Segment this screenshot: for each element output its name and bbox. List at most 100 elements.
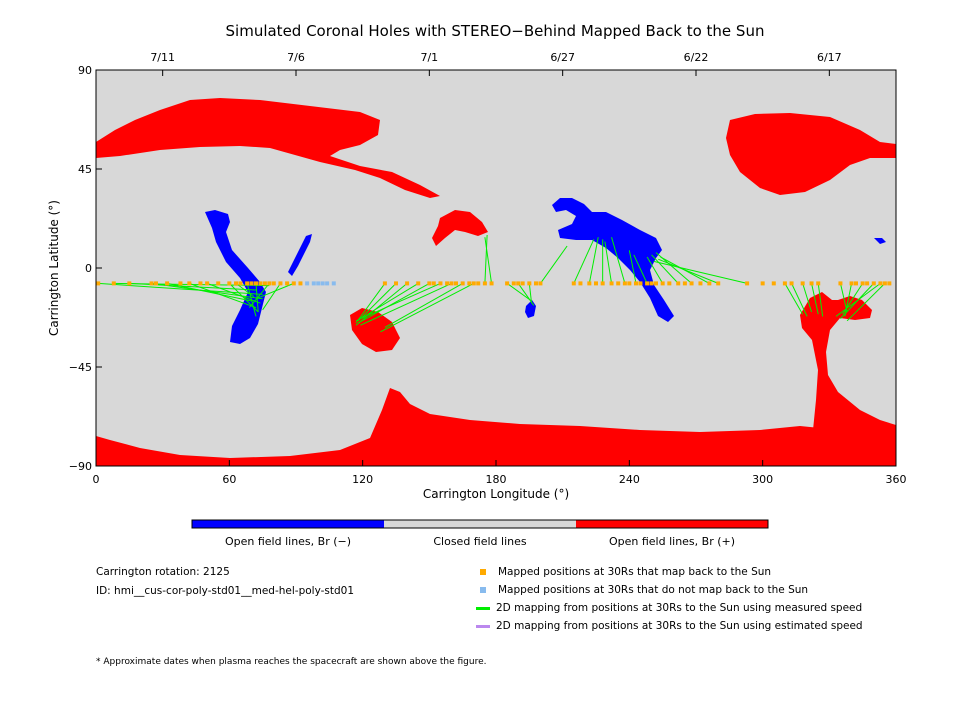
mapping-line (588, 237, 599, 284)
mapped-point (516, 281, 521, 286)
mapping-line (658, 258, 719, 284)
mapped-point (649, 281, 654, 286)
mapped-point (431, 281, 436, 286)
mapping-line (646, 256, 664, 284)
legend-estimated-label: 2D mapping from positions at 30Rs to the… (496, 620, 863, 632)
carrington-rotation-text: Carrington rotation: 2125 (96, 566, 230, 578)
mapped-point (854, 281, 858, 286)
negative-hole-east-small (874, 238, 886, 244)
mapped-point (667, 281, 672, 286)
mapping-line (835, 282, 881, 317)
colorbar-label-negative: Open field lines, Br (−) (225, 535, 351, 548)
mapped-point (245, 281, 250, 286)
unmapped-point (320, 281, 325, 286)
north-polar-hole-positive (96, 98, 440, 198)
legend-measured: 2D mapping from positions at 30Rs to the… (476, 602, 862, 614)
mapping-line (384, 282, 463, 328)
mapping-line (628, 250, 637, 284)
colorbar-label-closed: Closed field lines (433, 535, 527, 548)
colorbar-label-positive: Open field lines, Br (+) (609, 535, 735, 548)
mapping-line (573, 239, 595, 284)
mapped-point (471, 281, 476, 286)
y-tick-labels: 90 45 0 −45 −90 (69, 64, 92, 473)
top-date-label: 7/1 (420, 51, 438, 64)
legend-estimated: 2D mapping from positions at 30Rs to the… (476, 620, 863, 632)
mapped-point (707, 281, 712, 286)
mapped-point (149, 281, 154, 286)
legend-mapped: Mapped positions at 30Rs that map back t… (480, 566, 771, 578)
mapping-line (248, 283, 270, 308)
mapped-point (645, 281, 650, 286)
top-date-label: 7/11 (150, 51, 175, 64)
mapped-point (878, 281, 883, 286)
mapped-point (634, 281, 638, 286)
mapping-line (484, 234, 488, 284)
mapped-point (809, 281, 814, 286)
legend-unmapped: Mapped positions at 30Rs that do not map… (480, 584, 808, 596)
footnote: * Approximate dates when plasma reaches … (96, 657, 487, 667)
mapped-point (382, 281, 387, 286)
unmapped-point (316, 281, 321, 286)
negative-hole-central-large (552, 198, 674, 322)
mapping-line (262, 283, 281, 311)
measured-swatch (476, 606, 490, 610)
mapped-point (249, 281, 254, 286)
mapped-point (476, 281, 481, 286)
y-tick-label: 45 (78, 163, 92, 176)
mapping-line (540, 245, 568, 284)
mapped-point (271, 281, 276, 286)
unmapped-swatch (480, 587, 486, 593)
mapped-point (505, 281, 510, 286)
mapped-point (689, 281, 694, 286)
mapping-line (246, 283, 257, 317)
mapped-point (291, 281, 296, 286)
mapping-line (633, 254, 648, 284)
y-tick-label: 90 (78, 64, 92, 77)
x-tick-label: 180 (486, 473, 507, 486)
negative-hole-west-filament (288, 234, 312, 276)
mapped-point (394, 281, 398, 286)
mapped-point (865, 281, 870, 286)
x-tick-label: 240 (619, 473, 640, 486)
mapped-point (234, 281, 238, 286)
mapped-point (594, 281, 598, 286)
mapped-point (816, 281, 821, 286)
mapping-line (844, 283, 853, 317)
mapped-point (449, 281, 454, 286)
mapping-line (255, 282, 294, 300)
top-date-label: 6/27 (550, 51, 575, 64)
mapping-line (651, 254, 679, 284)
mapped-point (278, 281, 283, 286)
mapped-positions (96, 281, 892, 286)
mapped-point (489, 281, 494, 286)
mapping-line (235, 282, 255, 298)
mapped-point (745, 281, 750, 286)
legend-mapped-label: Mapped positions at 30Rs that map back t… (498, 566, 772, 578)
mapped-point (860, 281, 865, 286)
unmapped-point (305, 281, 310, 286)
mapped-point (454, 281, 458, 286)
model-id-text: ID: hmi__cus-cor-poly-std01__med-hel-pol… (96, 585, 355, 597)
mapped-point (882, 281, 887, 286)
mapping-line (98, 282, 263, 295)
mapped-point (638, 281, 643, 286)
top-date-label: 7/6 (287, 51, 305, 64)
mapped-point (187, 281, 192, 286)
mapped-point (467, 281, 472, 286)
mapped-point (571, 281, 576, 286)
x-axis-label: Carrington Longitude (°) (423, 487, 569, 501)
colorbar-closed (384, 520, 576, 528)
mapped-point (654, 281, 658, 286)
mapping-line (357, 282, 430, 324)
y-axis-label: Carrington Latitude (°) (47, 200, 61, 336)
mapping-line (817, 283, 824, 317)
mapped-point (482, 281, 487, 286)
mapped-point (285, 281, 290, 286)
mapped-point (871, 281, 876, 286)
mapped-point (609, 281, 614, 286)
x-tick-label: 60 (222, 473, 236, 486)
mapped-point (227, 281, 232, 286)
mapped-point (760, 281, 765, 286)
mapping-line (360, 282, 419, 320)
mapped-point (427, 281, 432, 286)
